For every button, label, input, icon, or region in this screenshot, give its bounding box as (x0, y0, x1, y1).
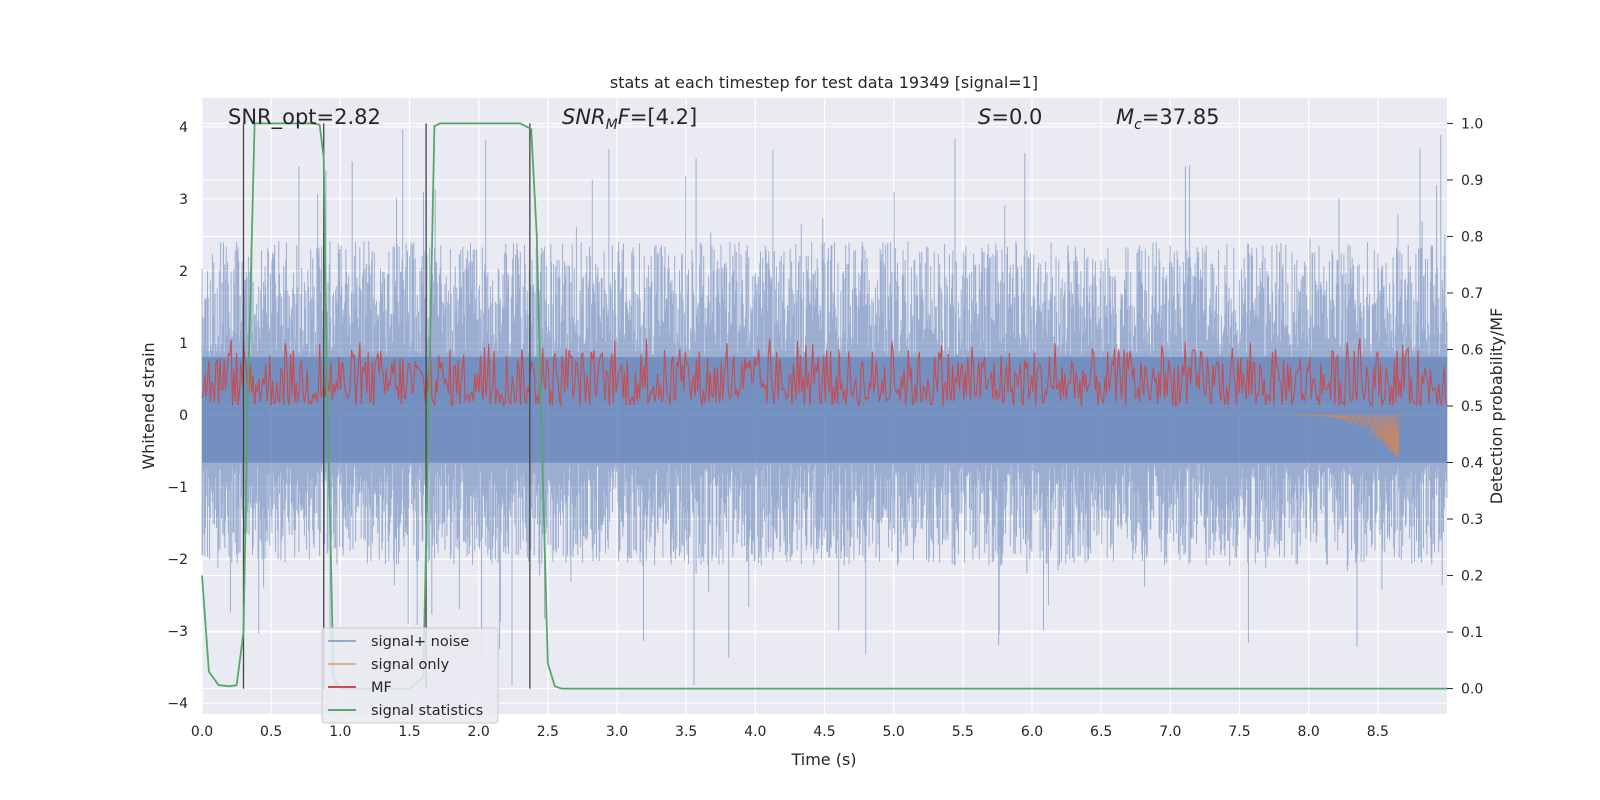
y2-tick-label: 1.0 (1461, 116, 1483, 132)
annotation-snr-opt: SNR_opt=2.82 (228, 105, 381, 130)
annotation-mc: Mc=37.85 (1116, 105, 1220, 133)
x-tick-label: 2.0 (468, 724, 490, 740)
x-tick-label: 7.0 (1159, 724, 1181, 740)
x-tick-label: 5.0 (883, 724, 905, 740)
series-mf (201, 338, 1448, 408)
y2-tick-label: 0.2 (1461, 569, 1483, 585)
x-tick-label: 3.0 (606, 724, 628, 740)
y2-tick-label: 0.7 (1461, 286, 1483, 302)
y-tick-label: 1 (179, 336, 188, 352)
y2-axis-label: Detection probability/MF (1487, 308, 1506, 505)
x-tick-label: 6.0 (1021, 724, 1043, 740)
x-axis-label: Time (s) (790, 750, 856, 769)
annotation-mc-value: =37.85 (1142, 105, 1220, 129)
series-signal-only (1294, 413, 1403, 458)
annotation-snr-mf-value: =[4.2] (630, 105, 697, 129)
x-tick-label: 1.0 (329, 724, 351, 740)
legend-label-signal-only: signal only (371, 657, 450, 673)
x-tick-label: 3.5 (675, 724, 697, 740)
chart-title: stats at each timestep for test data 193… (610, 73, 1038, 92)
y2-tick-label: 0.6 (1461, 342, 1483, 358)
y-tick-label: −3 (167, 624, 188, 640)
x-tick-label: 8.5 (1367, 724, 1389, 740)
y2-tick-label: 0.3 (1461, 512, 1483, 528)
legend-label-mf: MF (371, 680, 392, 696)
y-tick-label: 0 (179, 408, 188, 424)
x-tick-label: 4.5 (813, 724, 835, 740)
x-tick-label: 5.5 (952, 724, 974, 740)
legend-box (321, 627, 499, 724)
annotation-s-value: =0.0 (991, 105, 1042, 129)
y-tick-label: −2 (167, 552, 188, 568)
y2-tick-label: 0.5 (1461, 399, 1483, 415)
annotation-snr-mf: SNRMF=[4.2] (562, 105, 697, 133)
y2-tick-label: 0.0 (1461, 682, 1483, 698)
x-tick-label: 8.0 (1298, 724, 1320, 740)
y-tick-label: −1 (167, 480, 188, 496)
y2-tick-label: 0.9 (1461, 173, 1483, 189)
y-tick-label: 2 (179, 264, 188, 280)
x-tick-label: 7.5 (1228, 724, 1250, 740)
x-tick-label: 1.5 (398, 724, 420, 740)
legend-label-signal-noise: signal+ noise (371, 634, 469, 650)
y-axis-label: Whitened strain (139, 342, 158, 469)
annotation-s: S=0.0 (978, 105, 1042, 129)
x-tick-label: 0.5 (260, 724, 282, 740)
x-tick-label: 2.5 (537, 724, 559, 740)
y-tick-label: 3 (179, 192, 188, 208)
legend: signal+ noise signal only MF signal stat… (321, 627, 499, 724)
y2-tick-label: 0.4 (1461, 456, 1483, 472)
y2-tick-label: 0.1 (1461, 625, 1483, 641)
y-tick-label: 4 (179, 120, 188, 136)
x-tick-label: 4.0 (744, 724, 766, 740)
y2-tick-label: 0.8 (1461, 229, 1483, 245)
y-tick-label: −4 (167, 696, 188, 712)
x-tick-label: 6.5 (1090, 724, 1112, 740)
x-tick-label: 0.0 (191, 724, 213, 740)
legend-label-signal-statistics: signal statistics (371, 703, 483, 719)
